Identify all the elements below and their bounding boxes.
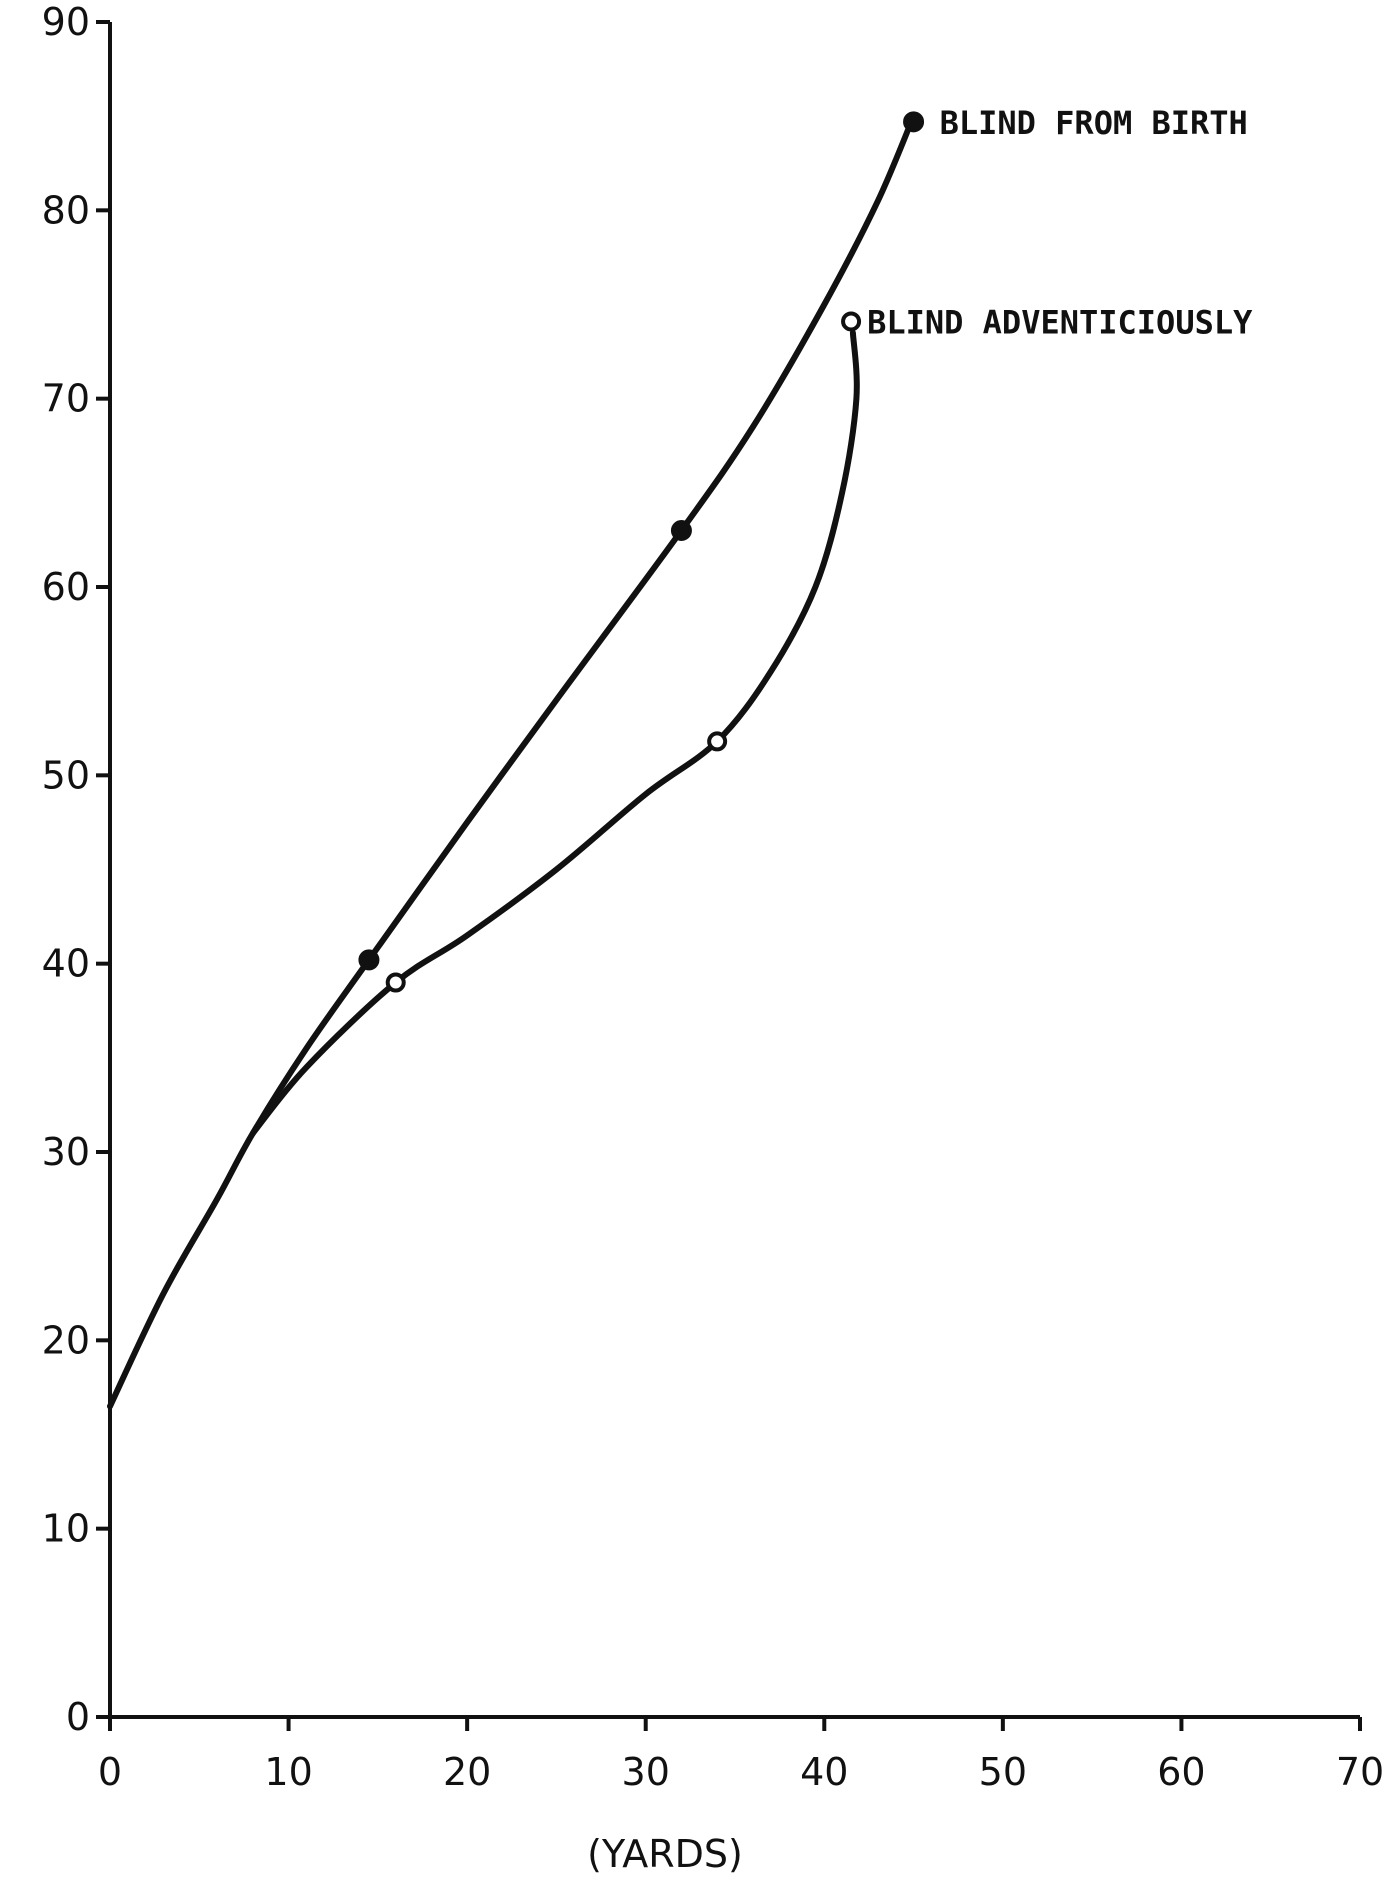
- series-label: BLIND FROM BIRTH: [940, 104, 1248, 142]
- data-point: [707, 731, 728, 752]
- y-tick-label: 50: [42, 753, 90, 797]
- y-tick-label: 20: [42, 1318, 90, 1362]
- x-tick-label: 0: [98, 1750, 122, 1794]
- y-tick-label: 60: [42, 565, 90, 609]
- data-point: [358, 949, 380, 971]
- data-point: [841, 311, 862, 332]
- series-layer: BLIND FROM BIRTH BLIND ADVENTICIOUSLY: [107, 104, 1253, 1410]
- y-tick-label: 90: [42, 0, 90, 44]
- series-line: [107, 113, 917, 1410]
- x-tick-label: 60: [1157, 1750, 1205, 1794]
- x-tick-label: 20: [443, 1750, 491, 1794]
- y-tick-label: 80: [42, 188, 90, 232]
- y-tick-label: 70: [42, 377, 90, 421]
- x-tick-label: 50: [979, 1750, 1027, 1794]
- data-point: [903, 111, 925, 133]
- data-point: [385, 972, 406, 993]
- x-tick-label: 10: [264, 1750, 312, 1794]
- series-label: BLIND ADVENTICIOUSLY: [867, 303, 1253, 341]
- x-tick-label: 40: [800, 1750, 848, 1794]
- series-line: [249, 329, 860, 1137]
- y-tick-label: 30: [42, 1130, 90, 1174]
- data-point: [670, 520, 692, 541]
- x-tick-label: 70: [1336, 1750, 1384, 1794]
- y-tick-label: 40: [42, 942, 90, 986]
- series-1: BLIND FROM BIRTH: [107, 104, 1248, 1410]
- x-ticks: 0 10 20 30 40 50 60 70: [98, 1717, 1384, 1794]
- x-axis-title: (YARDS): [587, 1832, 743, 1876]
- y-tick-label: 10: [42, 1507, 90, 1551]
- series-2: BLIND ADVENTICIOUSLY: [249, 303, 1253, 1137]
- axes: [108, 22, 1360, 1719]
- y-ticks: 0 10 20 30 40 50 60 70 80 90: [42, 0, 110, 1739]
- y-tick-label: 0: [66, 1695, 90, 1739]
- x-tick-label: 30: [622, 1750, 670, 1794]
